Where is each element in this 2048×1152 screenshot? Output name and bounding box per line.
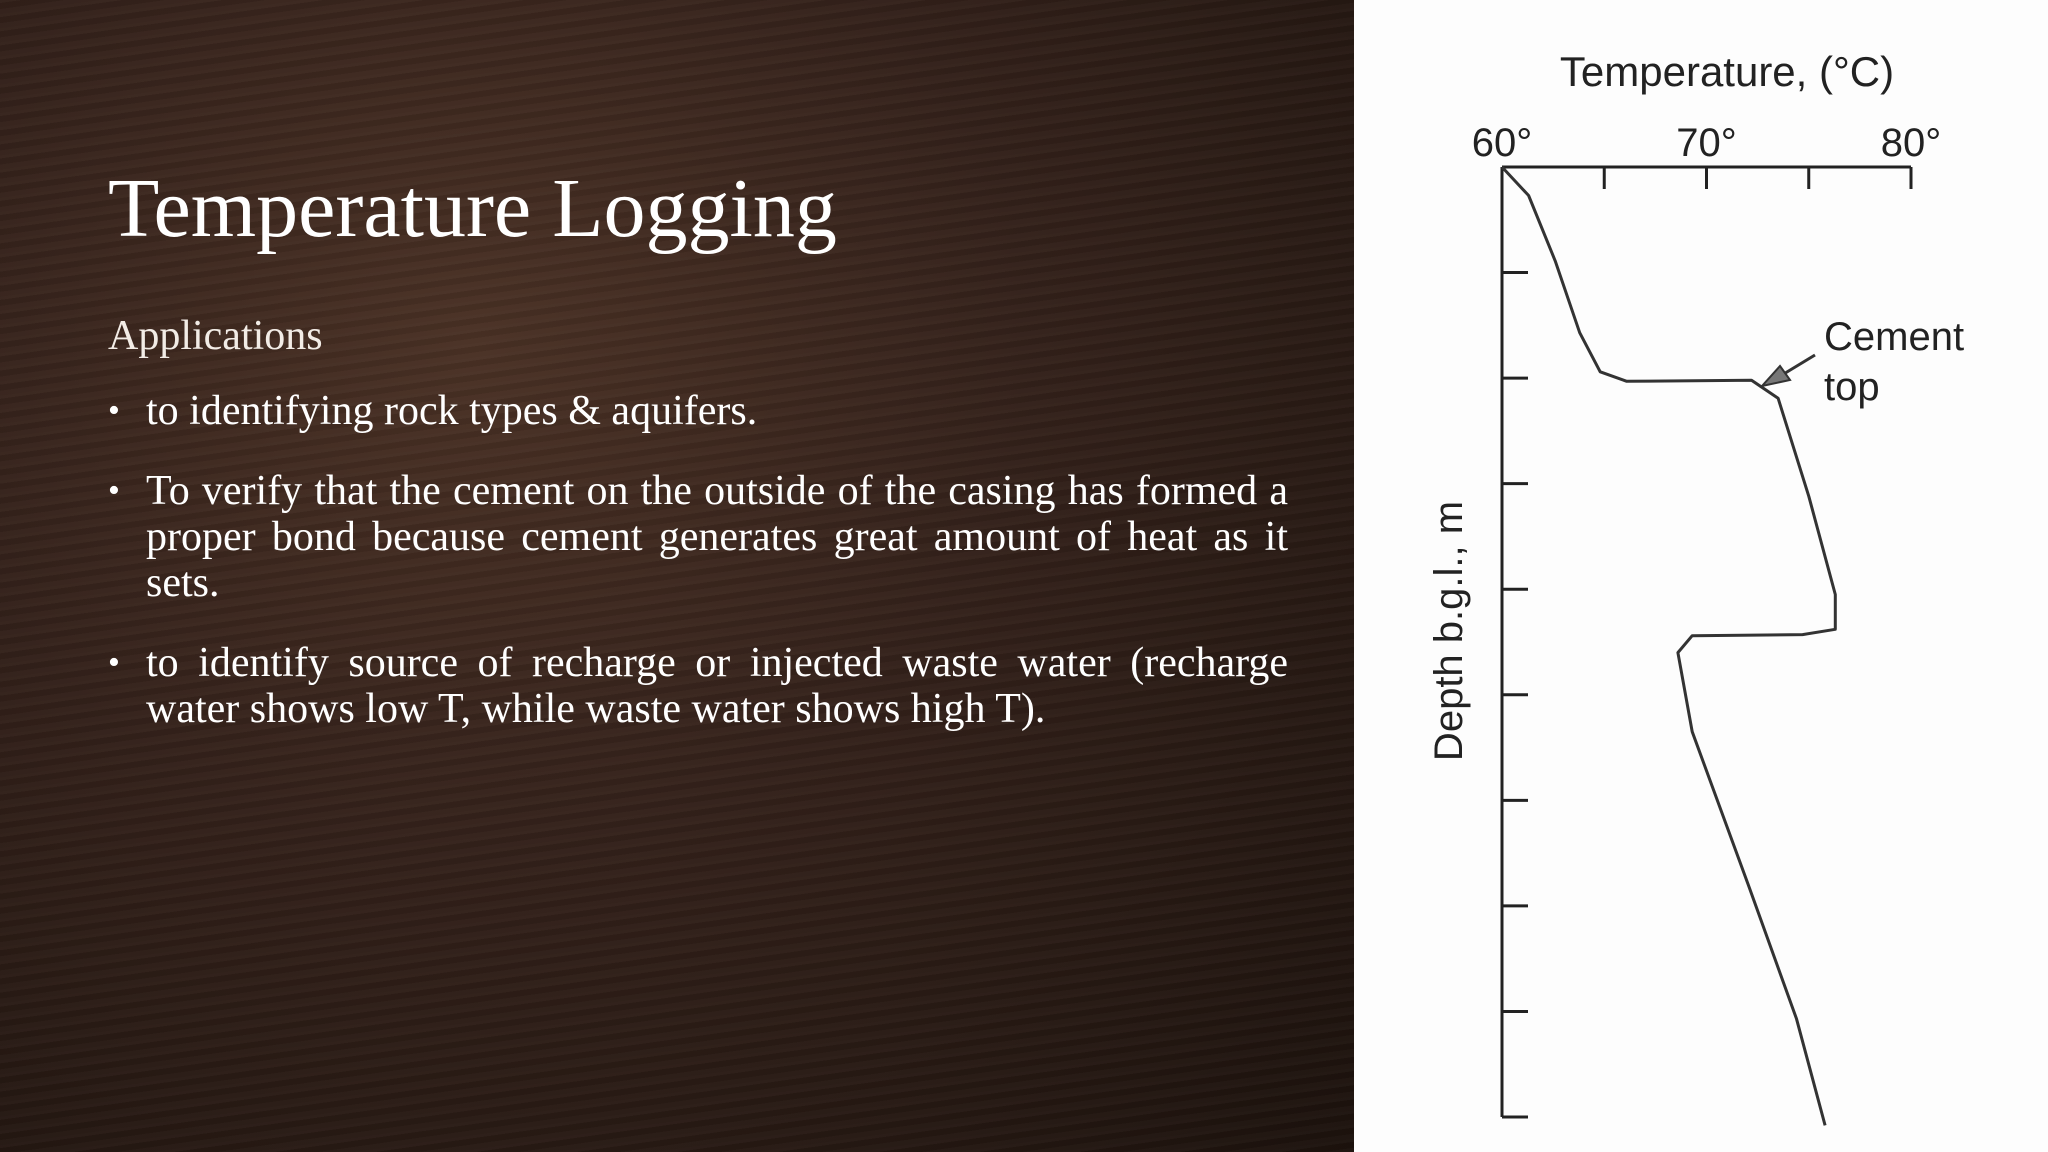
bullet: to identify source of recharge or inject… (108, 640, 1288, 732)
annotation-leader (1781, 353, 1816, 377)
slide-title: Temperature Logging (108, 162, 837, 255)
x-tick-label: 60° (1472, 121, 1533, 165)
x-axis-title: Temperature, (°C) (1560, 48, 1894, 95)
x-tick-label: 70° (1676, 121, 1737, 165)
annotation-arrowhead (1759, 364, 1792, 388)
subtitle: Applications (108, 313, 323, 359)
text-panel: Temperature Logging Applications to iden… (0, 0, 1354, 1152)
y-axis-title: Depth b.g.l., m (1427, 501, 1471, 761)
annotation: top (1824, 365, 1880, 409)
annotation: Cement (1824, 315, 1964, 359)
x-tick-label: 80° (1881, 121, 1942, 165)
bullet: to identifying rock types & aquifers. (108, 388, 1288, 434)
temperature-curve (1500, 165, 1837, 1126)
bullet-list: to identifying rock types & aquifers. To… (108, 388, 1288, 766)
figure-panel (1354, 0, 2048, 1152)
bullet: To verify that the cement on the outside… (108, 468, 1288, 606)
